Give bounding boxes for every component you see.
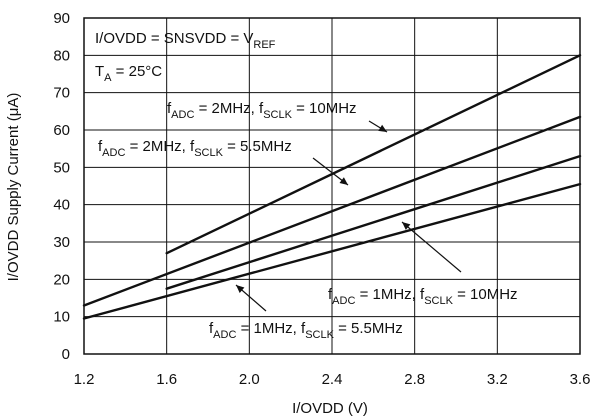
series-label-1mhz-5-5mhz: fADC = 1MHz, fSCLK = 5.5MHz [209,320,403,341]
y-tick-label: 30 [53,234,70,251]
series-label-2mhz-10mhz: fADC = 2MHz, fSCLK = 10MHz [167,100,357,121]
condition-supply-text: I/OVDD = SNSVDD = VREF [95,30,276,51]
x-tick-label: 2.0 [239,371,260,388]
y-tick-label: 10 [53,309,70,326]
grid [84,18,580,354]
x-tick-label: 1.6 [156,371,177,388]
condition-temperature-text: TA = 25°C [95,63,162,84]
x-tick-label: 2.4 [322,371,343,388]
x-tick-label: 1.2 [74,371,95,388]
conditions-box: I/OVDD = SNSVDD = VREF TA = 25°C [95,30,276,84]
y-tick-label: 80 [53,47,70,64]
series-label-1mhz-10mhz: fADC = 1MHz, fSCLK = 10MHz [328,286,518,307]
x-tick-label: 3.2 [487,371,508,388]
tick-labels: 1.2 1.6 2.0 2.4 2.8 3.2 3.6 0 10 20 30 40 50 60 70 80 90 [53,10,590,388]
y-tick-label: 0 [62,346,70,363]
y-tick-label: 40 [53,197,70,214]
series-label-2mhz-5-5mhz: fADC = 2MHz, fSCLK = 5.5MHz [98,138,292,159]
plot-frame [83,17,581,355]
annotation-arrowhead [339,177,348,185]
y-tick-label: 50 [53,159,70,176]
x-tick-label: 2.8 [404,371,425,388]
series-line-1mhz-5-5mhz [82,182,582,320]
series-line-1mhz-10mhz [165,154,582,290]
annotation-arrow [401,221,462,273]
annotation-arrowhead [236,285,245,293]
y-tick-label: 70 [53,85,70,102]
annotation-arrows [235,120,462,312]
y-axis-label: I/OVDD Supply Current (μA) [5,93,22,282]
y-tick-label: 90 [53,10,70,27]
y-tick-label: 20 [53,271,70,288]
x-axis-label: I/OVDD (V) [292,400,368,417]
series-line-2mhz-10mhz [165,54,582,255]
series-layer [82,54,582,320]
annotation-arrowhead [402,222,411,230]
x-tick-label: 3.6 [570,371,591,388]
y-tick-label: 60 [53,122,70,139]
annotation-arrowhead [378,124,387,132]
series-line-2mhz-5-5mhz [82,115,582,307]
